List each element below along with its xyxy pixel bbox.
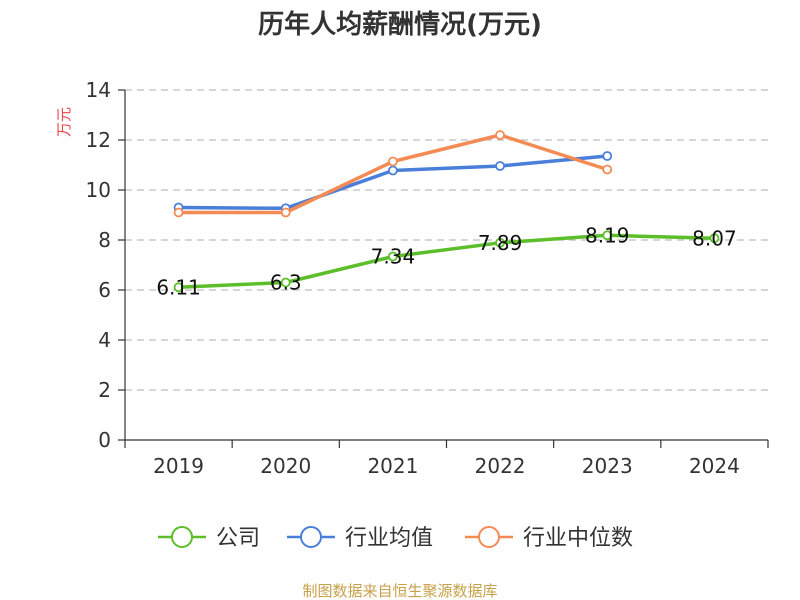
y-tick-label: 8 <box>98 228 111 252</box>
data-label: 8.19 <box>585 223 630 247</box>
data-label: 6.3 <box>270 271 302 295</box>
series-point-1 <box>388 165 398 176</box>
source-note: 制图数据来自恒生聚源数据库 <box>302 582 497 600</box>
legend-marker-2 <box>478 526 500 548</box>
data-label: 8.07 <box>692 226 737 250</box>
series-point-0 <box>709 233 720 244</box>
series-point-0 <box>495 237 505 248</box>
y-tick-label: 4 <box>98 328 111 352</box>
data-label: 7.34 <box>371 245 416 269</box>
series-point-2 <box>280 207 291 218</box>
series-point-0 <box>602 230 613 241</box>
y-tick-label: 6 <box>98 278 111 302</box>
x-tick-label: 2019 <box>153 454 204 478</box>
y-tick-label: 0 <box>98 428 111 452</box>
data-label: 6.11 <box>156 275 201 299</box>
series-point-2 <box>602 164 613 175</box>
y-tick-label: 12 <box>86 128 111 152</box>
data-label: 7.89 <box>478 231 523 255</box>
series-point-0 <box>280 277 291 288</box>
legend-marker-1 <box>300 526 322 548</box>
data-labels: 6.11 6.3 7.34 7.89 8.19 8.07 <box>156 223 736 299</box>
series-point-0 <box>173 282 184 293</box>
x-tick-label: 2021 <box>367 454 418 478</box>
legend-marker-0 <box>171 526 193 548</box>
y-axis-label: 万元 <box>55 107 73 137</box>
legend-label-0: 公司 <box>216 526 260 551</box>
legend-label-1: 行业均值 <box>345 526 433 551</box>
y-tick-label: 14 <box>86 78 111 102</box>
x-tick-label: 2023 <box>582 454 633 478</box>
y-tick-label: 2 <box>98 378 111 402</box>
y-tick-label: 10 <box>86 178 111 202</box>
series-point-2 <box>173 207 184 218</box>
legend-label-2: 行业中位数 <box>523 526 633 551</box>
chart-title: 历年人均薪酬情况(万元) <box>258 9 542 40</box>
series-line-0 <box>176 233 717 290</box>
series-point-2 <box>388 156 398 167</box>
x-tick-label: 2024 <box>689 454 740 478</box>
series-point-0 <box>388 251 398 262</box>
axes: 0 2 4 6 8 10 12 14 2019 2020 2021 2022 2023 2024 <box>86 78 769 478</box>
series-point-1 <box>495 161 505 171</box>
series-point-1 <box>602 151 613 161</box>
series-point-2 <box>495 130 505 140</box>
grid-lines <box>125 89 768 391</box>
x-tick-label: 2022 <box>475 454 526 478</box>
x-tick-label: 2020 <box>260 454 311 478</box>
series-layer <box>173 130 720 293</box>
legend: 公司 行业均值 行业中位数 <box>158 526 633 551</box>
